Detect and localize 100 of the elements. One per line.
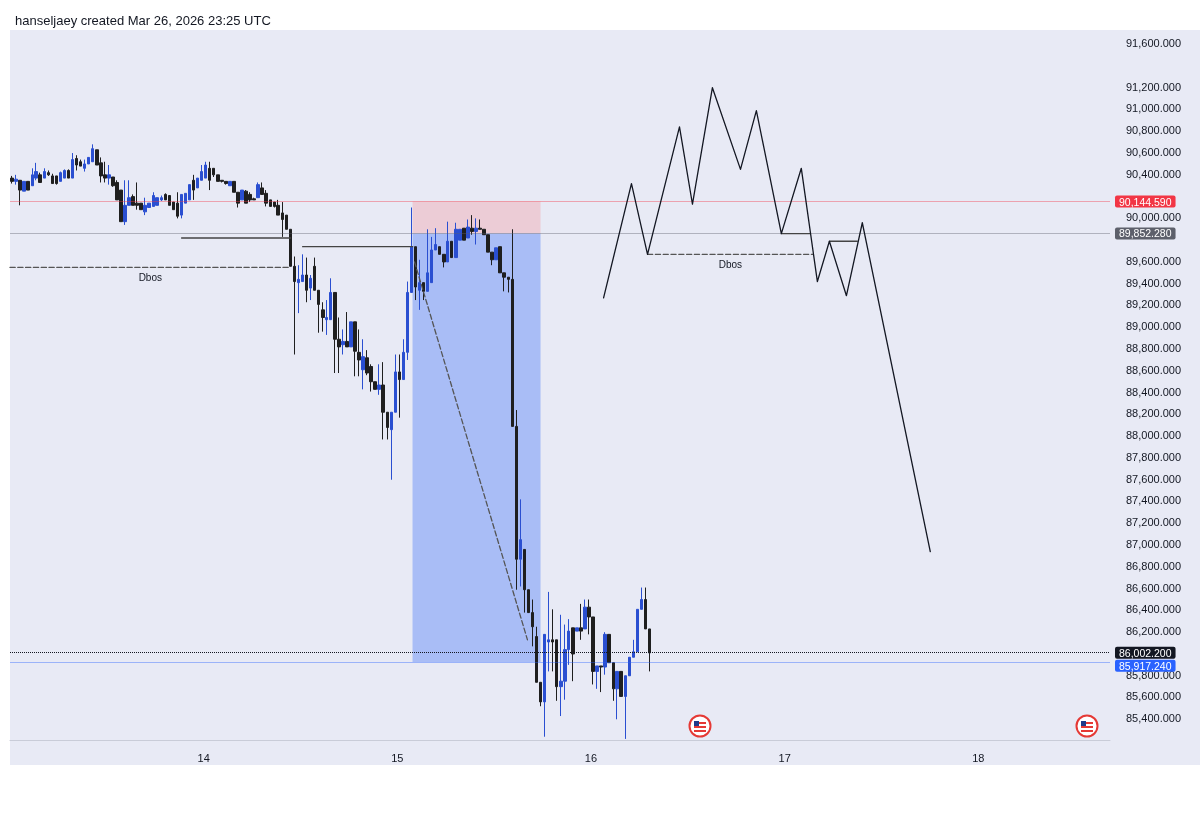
candlestick [10, 175, 14, 185]
candlestick [583, 599, 587, 630]
candlestick [466, 218, 470, 239]
y-tick-label: 86,400.000 [1126, 603, 1182, 616]
candlestick [123, 179, 127, 226]
candlestick [168, 195, 171, 206]
candlestick [31, 167, 34, 187]
chart-title: hanseljaey created Mar 26, 2026 23:25 UTC [15, 13, 271, 28]
y-tick-label: 88,800.000 [1126, 341, 1182, 354]
candlestick [321, 301, 325, 333]
candlestick [83, 159, 86, 173]
ref-line-label: 90,144.590 [1119, 195, 1172, 208]
y-tick-label: 90,400.000 [1126, 167, 1182, 180]
candlestick [47, 169, 50, 177]
x-tick-label: 18 [972, 751, 985, 764]
y-tick-label: 91,000.000 [1126, 102, 1182, 115]
y-tick-label: 87,400.000 [1126, 494, 1182, 507]
candlestick [75, 154, 78, 171]
candlestick [67, 168, 70, 179]
candlestick [18, 179, 22, 206]
ref-line-label: 86,002.200 [1119, 646, 1172, 659]
candlestick [450, 240, 453, 259]
y-tick-label: 89,400.000 [1126, 276, 1182, 289]
candlestick [519, 498, 522, 587]
candlestick [244, 189, 248, 204]
candlestick [349, 321, 353, 348]
candlestick [14, 174, 18, 186]
x-tick-label: 15 [391, 751, 404, 764]
candlestick [103, 161, 107, 183]
candlestick [398, 354, 401, 419]
candlestick [51, 173, 54, 185]
candlestick [422, 282, 425, 301]
y-tick-label: 89,000.000 [1126, 320, 1182, 333]
candlestick [143, 197, 147, 216]
candlestick [240, 189, 244, 201]
candlestick [228, 180, 232, 187]
line-series [602, 87, 931, 553]
candlestick [305, 257, 308, 303]
y-tick-label: 87,200.000 [1126, 516, 1182, 529]
y-tick-label: 86,600.000 [1126, 581, 1182, 594]
candlestick [256, 181, 260, 199]
y-tick-label: 91,200.000 [1126, 80, 1182, 93]
y-tick-label: 89,200.000 [1126, 298, 1182, 311]
candlestick [79, 159, 82, 167]
candlestick [91, 143, 94, 163]
x-tick-label: 14 [197, 751, 210, 764]
x-tick-label: 16 [584, 751, 598, 764]
candlestick [188, 184, 191, 201]
candlestick [381, 361, 385, 440]
y-tick-label: 89,600.000 [1126, 254, 1182, 267]
y-tick-label: 91,600.000 [1126, 37, 1182, 50]
candlestick [474, 217, 478, 246]
y-tick-label: 90,000.000 [1126, 211, 1182, 224]
y-tick-label: 88,600.000 [1126, 363, 1182, 376]
candlestick [603, 631, 607, 676]
ref-line-label: 89,852.280 [1119, 227, 1172, 240]
candlestick [43, 167, 46, 179]
candlestick [26, 180, 30, 191]
candlestick [341, 328, 345, 356]
candlestick [353, 321, 357, 377]
candlestick [446, 221, 449, 263]
series-label: Dbos [138, 272, 162, 284]
candlestick [176, 191, 179, 219]
y-tick-label: 88,200.000 [1126, 407, 1182, 420]
y-tick-label: 88,400.000 [1126, 385, 1182, 398]
candlestick [470, 214, 474, 236]
candlestick [579, 603, 583, 641]
candlestick [135, 181, 139, 211]
y-tick-label: 87,600.000 [1126, 472, 1182, 485]
y-tick-label: 86,800.000 [1126, 559, 1182, 572]
candlestick [107, 164, 111, 186]
candlestick [38, 172, 42, 183]
candlestick [204, 161, 207, 179]
y-tick-label: 87,800.000 [1126, 450, 1182, 463]
candlestick [192, 174, 195, 201]
candlestick [414, 246, 417, 301]
candlestick [426, 228, 429, 292]
y-tick-label: 87,000.000 [1126, 537, 1182, 550]
candlestick [559, 614, 563, 717]
candlestick [22, 180, 26, 192]
candlestick [224, 180, 228, 186]
candlestick [595, 665, 599, 690]
y-tick-label: 86,200.000 [1126, 625, 1182, 638]
candlestick [59, 171, 62, 182]
candlestick [615, 670, 619, 720]
candlestick [599, 665, 603, 693]
candlestick [494, 247, 498, 261]
candlestick [309, 274, 312, 301]
candlestick [418, 259, 421, 311]
candlestick [462, 227, 466, 241]
candlestick [619, 670, 623, 697]
candlestick [180, 193, 183, 219]
candlestick [361, 338, 365, 390]
y-tick-label: 88,000.000 [1126, 429, 1182, 442]
candlestick [55, 175, 58, 186]
candlestick [523, 548, 526, 614]
candlestick [71, 152, 74, 179]
candlestick [575, 627, 579, 632]
candlestick [208, 161, 211, 191]
y-tick-label: 85,600.000 [1126, 690, 1182, 703]
